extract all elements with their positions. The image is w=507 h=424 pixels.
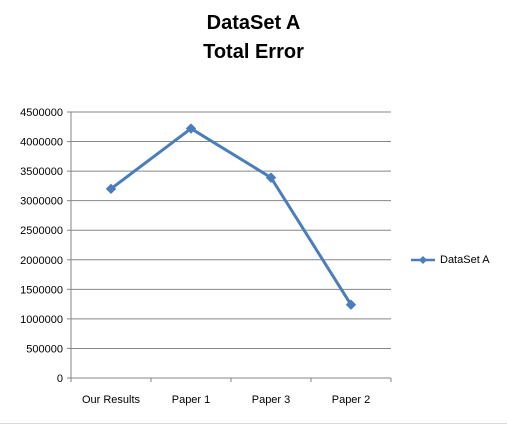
- y-tick-label: 3500000: [20, 166, 63, 178]
- y-tick-label: 500000: [26, 343, 63, 355]
- gridlines: [71, 111, 391, 349]
- y-tick-label: 1500000: [20, 284, 63, 296]
- x-tick-label: Paper 2: [332, 394, 371, 406]
- y-tick-label: 4500000: [20, 107, 63, 119]
- y-tick-label: 3000000: [20, 196, 63, 208]
- x-tick-label: Paper 1: [172, 394, 211, 406]
- chart-title-line-1: DataSet A: [206, 12, 301, 34]
- legend-label: DataSet A: [440, 254, 490, 266]
- chart-title-line-2: Total Error: [203, 41, 304, 63]
- axes: [67, 111, 392, 382]
- x-tick-labels: Our Results Paper 1 Paper 3 Paper 2: [82, 394, 370, 406]
- y-tick-label: 2000000: [20, 255, 63, 267]
- series-line: [110, 127, 353, 306]
- y-tick-label: 4000000: [20, 137, 63, 149]
- series-group: [105, 123, 357, 310]
- legend-swatch: [410, 252, 436, 268]
- data-point-marker: [265, 172, 277, 183]
- y-tick-label: 1000000: [20, 314, 63, 326]
- y-tick-labels: 0 500000 1000000 1500000 2000000 2500000 30000…: [20, 107, 63, 385]
- data-point-marker: [345, 299, 357, 310]
- y-tick-label: 2500000: [20, 225, 63, 237]
- data-point-marker: [185, 123, 197, 134]
- y-tick-label: 0: [57, 373, 63, 385]
- x-tick-label: Paper 3: [252, 394, 291, 406]
- legend: DataSet A: [410, 252, 490, 268]
- x-tick-label: Our Results: [82, 394, 141, 406]
- data-point-marker: [105, 183, 117, 195]
